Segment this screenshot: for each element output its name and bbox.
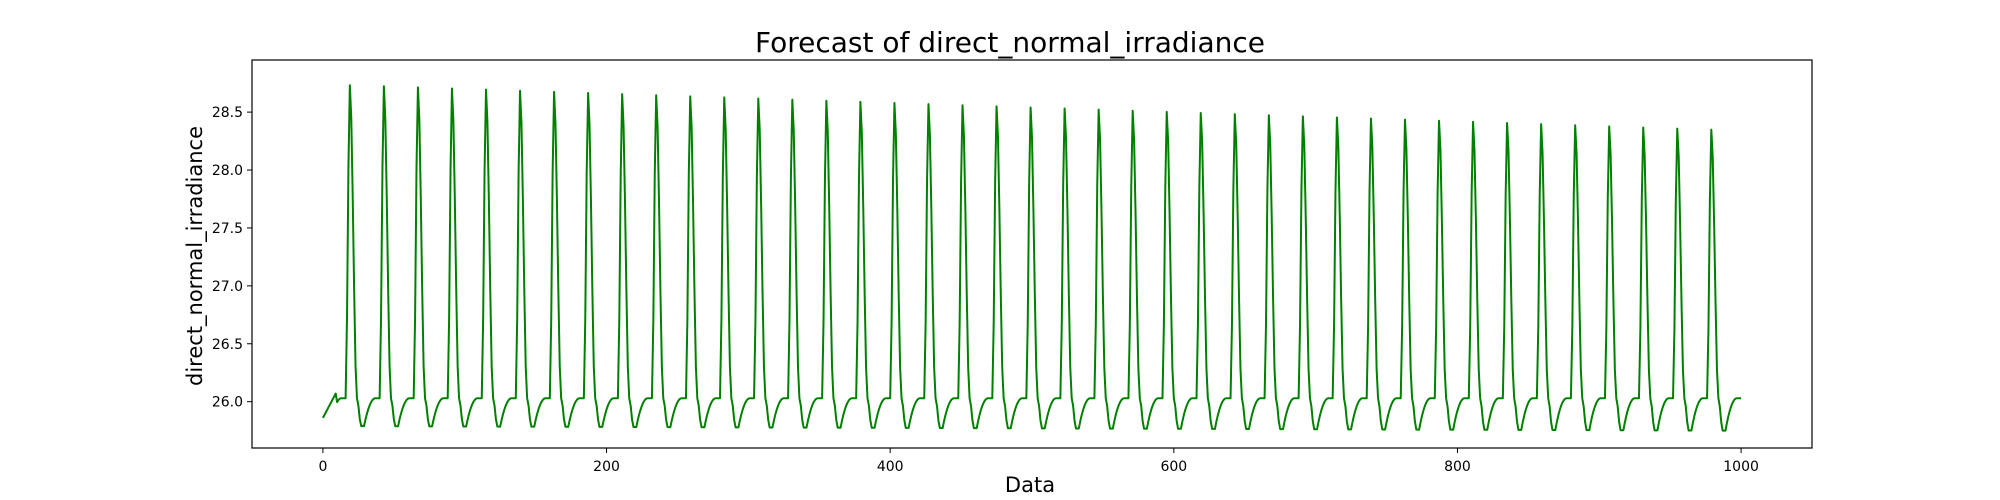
y-tick-label: 27.0: [212, 279, 243, 295]
x-axis-label: Data: [1005, 473, 1055, 497]
y-tick-label: 27.5: [212, 221, 243, 237]
y-tick-label: 26.5: [212, 337, 243, 353]
x-tick-label: 200: [593, 459, 620, 475]
series-line: [322, 84, 1742, 432]
plot-frame: [251, 59, 1813, 449]
x-tick-label: 800: [1444, 459, 1471, 475]
x-tick-label: 400: [877, 459, 904, 475]
y-axis-label: direct_normal_irradiance: [183, 126, 208, 386]
chart-title: Forecast of direct_normal_irradiance: [755, 26, 1265, 59]
y-tick-label: 28.0: [212, 163, 243, 179]
x-tick-label: 600: [1160, 459, 1187, 475]
axis-ticks: 0 200 400 600 800 1000 26.0 26.5 27.0 27.5 28.0 28.…: [212, 105, 1759, 475]
x-tick-label: 1000: [1723, 459, 1759, 475]
x-tick-label: 0: [318, 459, 327, 475]
y-tick-label: 28.5: [212, 105, 243, 121]
y-tick-label: 26.0: [212, 395, 243, 411]
plot-series: [322, 84, 1742, 432]
